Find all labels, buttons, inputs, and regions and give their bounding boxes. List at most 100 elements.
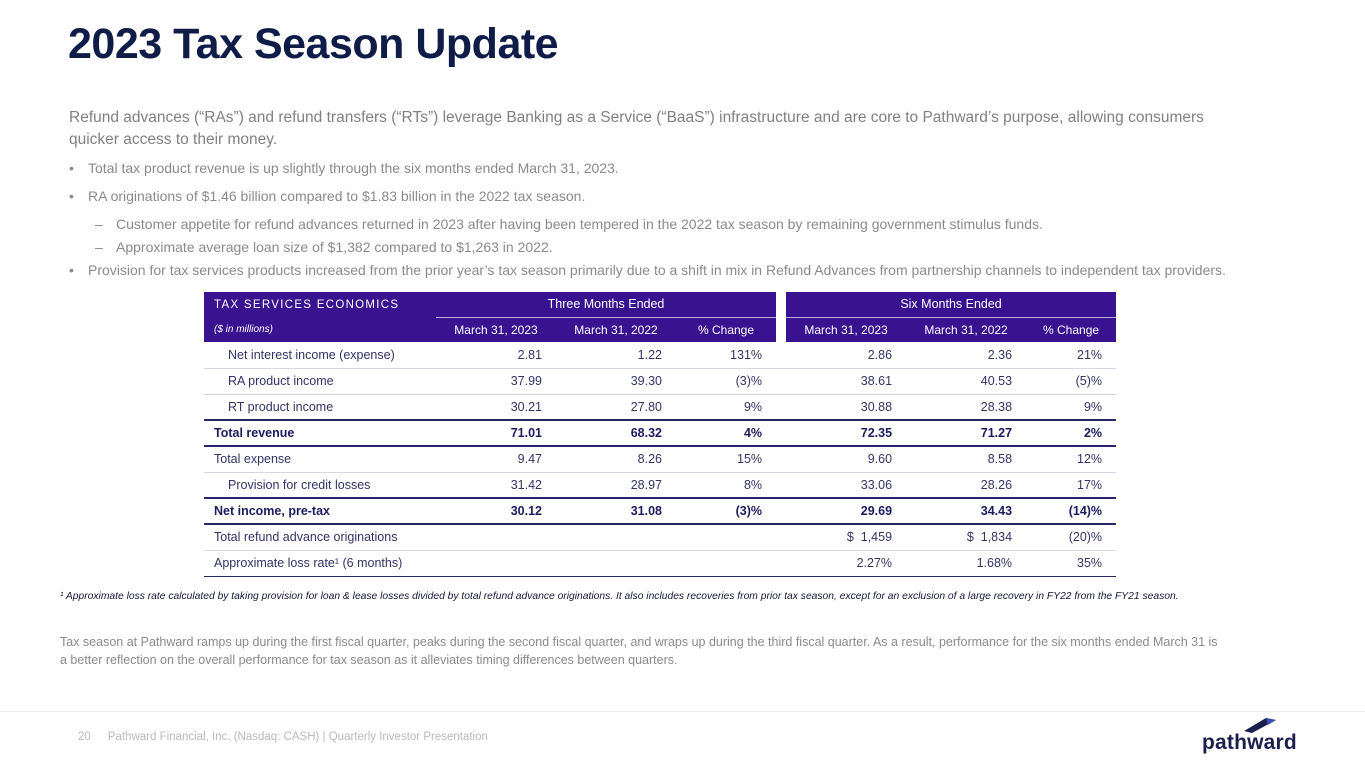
table-column-header-row: ($ in millions) March 31, 2023 March 31,… (204, 317, 1117, 342)
cell-value: 8.58 (906, 446, 1027, 473)
table-row: RA product income 37.99 39.30 (3)% 38.61… (204, 368, 1117, 395)
cell-value: (3)% (676, 497, 777, 525)
cell-value: 30.12 (436, 497, 556, 525)
cell-value: 21% (1026, 342, 1117, 369)
footer-divider (0, 711, 1365, 712)
intro-text: Refund advances (“RAs”) and refund trans… (69, 109, 1204, 148)
cell-value: 28.26 (906, 472, 1027, 499)
bullet-text: Customer appetite for refund advances re… (116, 215, 1043, 232)
cell-value: 131% (676, 342, 777, 369)
cell-value: 28.38 (906, 394, 1027, 421)
cell-spacer (776, 446, 787, 473)
cell-value: 4% (676, 419, 777, 447)
footnote: ¹ Approximate loss rate calculated by ta… (60, 591, 1179, 602)
bullet-list: • Total tax product revenue is up slight… (69, 159, 1319, 288)
cell-value: 30.21 (436, 394, 556, 421)
row-label: Total revenue (204, 419, 436, 447)
cell-value: 9.47 (436, 446, 556, 473)
header-spacer (776, 317, 787, 342)
cell-value: 38.61 (786, 368, 907, 395)
cell-value: 28.97 (556, 472, 676, 499)
sub-bullet-item: – Approximate average loan size of $1,38… (95, 238, 1319, 257)
cell-value: 71.27 (906, 419, 1027, 447)
table-row-total-revenue: Total revenue 71.01 68.32 4% 72.35 71.27… (204, 419, 1117, 447)
cell-value (676, 550, 777, 577)
cell-spacer (776, 342, 787, 369)
table-row-net-income-pretax: Net income, pre-tax 30.12 31.08 (3)% 29.… (204, 497, 1117, 525)
header-spacer (776, 292, 787, 317)
cell-value: (14)% (1026, 497, 1117, 525)
bullet-marker: • (69, 160, 74, 176)
table-row: Provision for credit losses 31.42 28.97 … (204, 472, 1117, 499)
cell-value (436, 524, 556, 551)
cell-value: (3)% (676, 368, 777, 395)
cell-value: 2% (1026, 419, 1117, 447)
row-label: Provision for credit losses (204, 472, 436, 499)
bullet-text: Provision for tax services products incr… (88, 261, 1226, 278)
footer: 20 Pathward Financial, Inc. (Nasdaq: CAS… (78, 731, 488, 743)
cell-value: 12% (1026, 446, 1117, 473)
column-header: March 31, 2022 (556, 317, 676, 342)
cell-value: 31.08 (556, 497, 676, 525)
row-label: RT product income (204, 394, 436, 421)
bullet-marker: • (69, 187, 74, 204)
cell-value: 2.86 (786, 342, 907, 369)
closing-paragraph: Tax season at Pathward ramps up during t… (60, 635, 1218, 668)
bullet-text: Total tax product revenue is up slightly… (88, 160, 619, 176)
cell-value: 8.26 (556, 446, 676, 473)
cell-value: (5)% (1026, 368, 1117, 395)
cell-value (556, 550, 676, 577)
cell-spacer (776, 550, 787, 577)
cell-spacer (776, 524, 787, 551)
cell-value: 30.88 (786, 394, 907, 421)
cell-value: 2.36 (906, 342, 1027, 369)
table-row: Total refund advance originations $ 1,45… (204, 524, 1117, 551)
logo-wordmark: pathward (1202, 731, 1297, 754)
cell-spacer (776, 497, 787, 525)
cell-value: $ 1,459 (786, 524, 907, 551)
group-header-three-months: Three Months Ended (436, 292, 777, 318)
sub-bullet-item: – Customer appetite for refund advances … (95, 215, 1319, 234)
cell-value: 9.60 (786, 446, 907, 473)
pathward-logo: pathward (1202, 718, 1302, 758)
bullet-marker: – (95, 215, 103, 232)
cell-value: 8% (676, 472, 777, 499)
cell-value: 2.81 (436, 342, 556, 369)
column-header: March 31, 2023 (786, 317, 907, 342)
cell-value: 37.99 (436, 368, 556, 395)
column-header: March 31, 2022 (906, 317, 1027, 342)
row-label: Approximate loss rate¹ (6 months) (204, 550, 436, 577)
units-label: ($ in millions) (204, 317, 436, 342)
cell-spacer (776, 419, 787, 447)
cell-value: 40.53 (906, 368, 1027, 395)
cell-value: 31.42 (436, 472, 556, 499)
bullet-item: • Provision for tax services products in… (69, 261, 1319, 280)
bullet-item: • RA originations of $1.46 billion compa… (69, 187, 1319, 206)
footer-text: Pathward Financial, Inc. (Nasdaq: CASH) … (107, 731, 488, 743)
row-label: Net income, pre-tax (204, 497, 436, 525)
cell-value: 1.68% (906, 550, 1027, 577)
cell-value: 34.43 (906, 497, 1027, 525)
cell-value: 29.69 (786, 497, 907, 525)
row-label: Total refund advance originations (204, 524, 436, 551)
page-number: 20 (78, 731, 91, 743)
cell-value: 35% (1026, 550, 1117, 577)
cell-spacer (776, 472, 787, 499)
cell-value: 17% (1026, 472, 1117, 499)
table-header-group-row: TAX SERVICES ECONOMICS Three Months Ende… (204, 292, 1117, 318)
row-label: Net interest income (expense) (204, 342, 436, 369)
cell-value: 2.27% (786, 550, 907, 577)
column-header: % Change (1026, 317, 1117, 342)
cell-value: 72.35 (786, 419, 907, 447)
table-row: RT product income 30.21 27.80 9% 30.88 2… (204, 394, 1117, 421)
cell-spacer (776, 394, 787, 421)
cell-value: 68.32 (556, 419, 676, 447)
column-header: March 31, 2023 (436, 317, 556, 342)
cell-value: 71.01 (436, 419, 556, 447)
cell-value: 1.22 (556, 342, 676, 369)
cell-value (436, 550, 556, 577)
table-row: Net interest income (expense) 2.81 1.22 … (204, 342, 1117, 369)
pathward-logo-mark (1244, 718, 1276, 733)
column-header: % Change (676, 317, 777, 342)
